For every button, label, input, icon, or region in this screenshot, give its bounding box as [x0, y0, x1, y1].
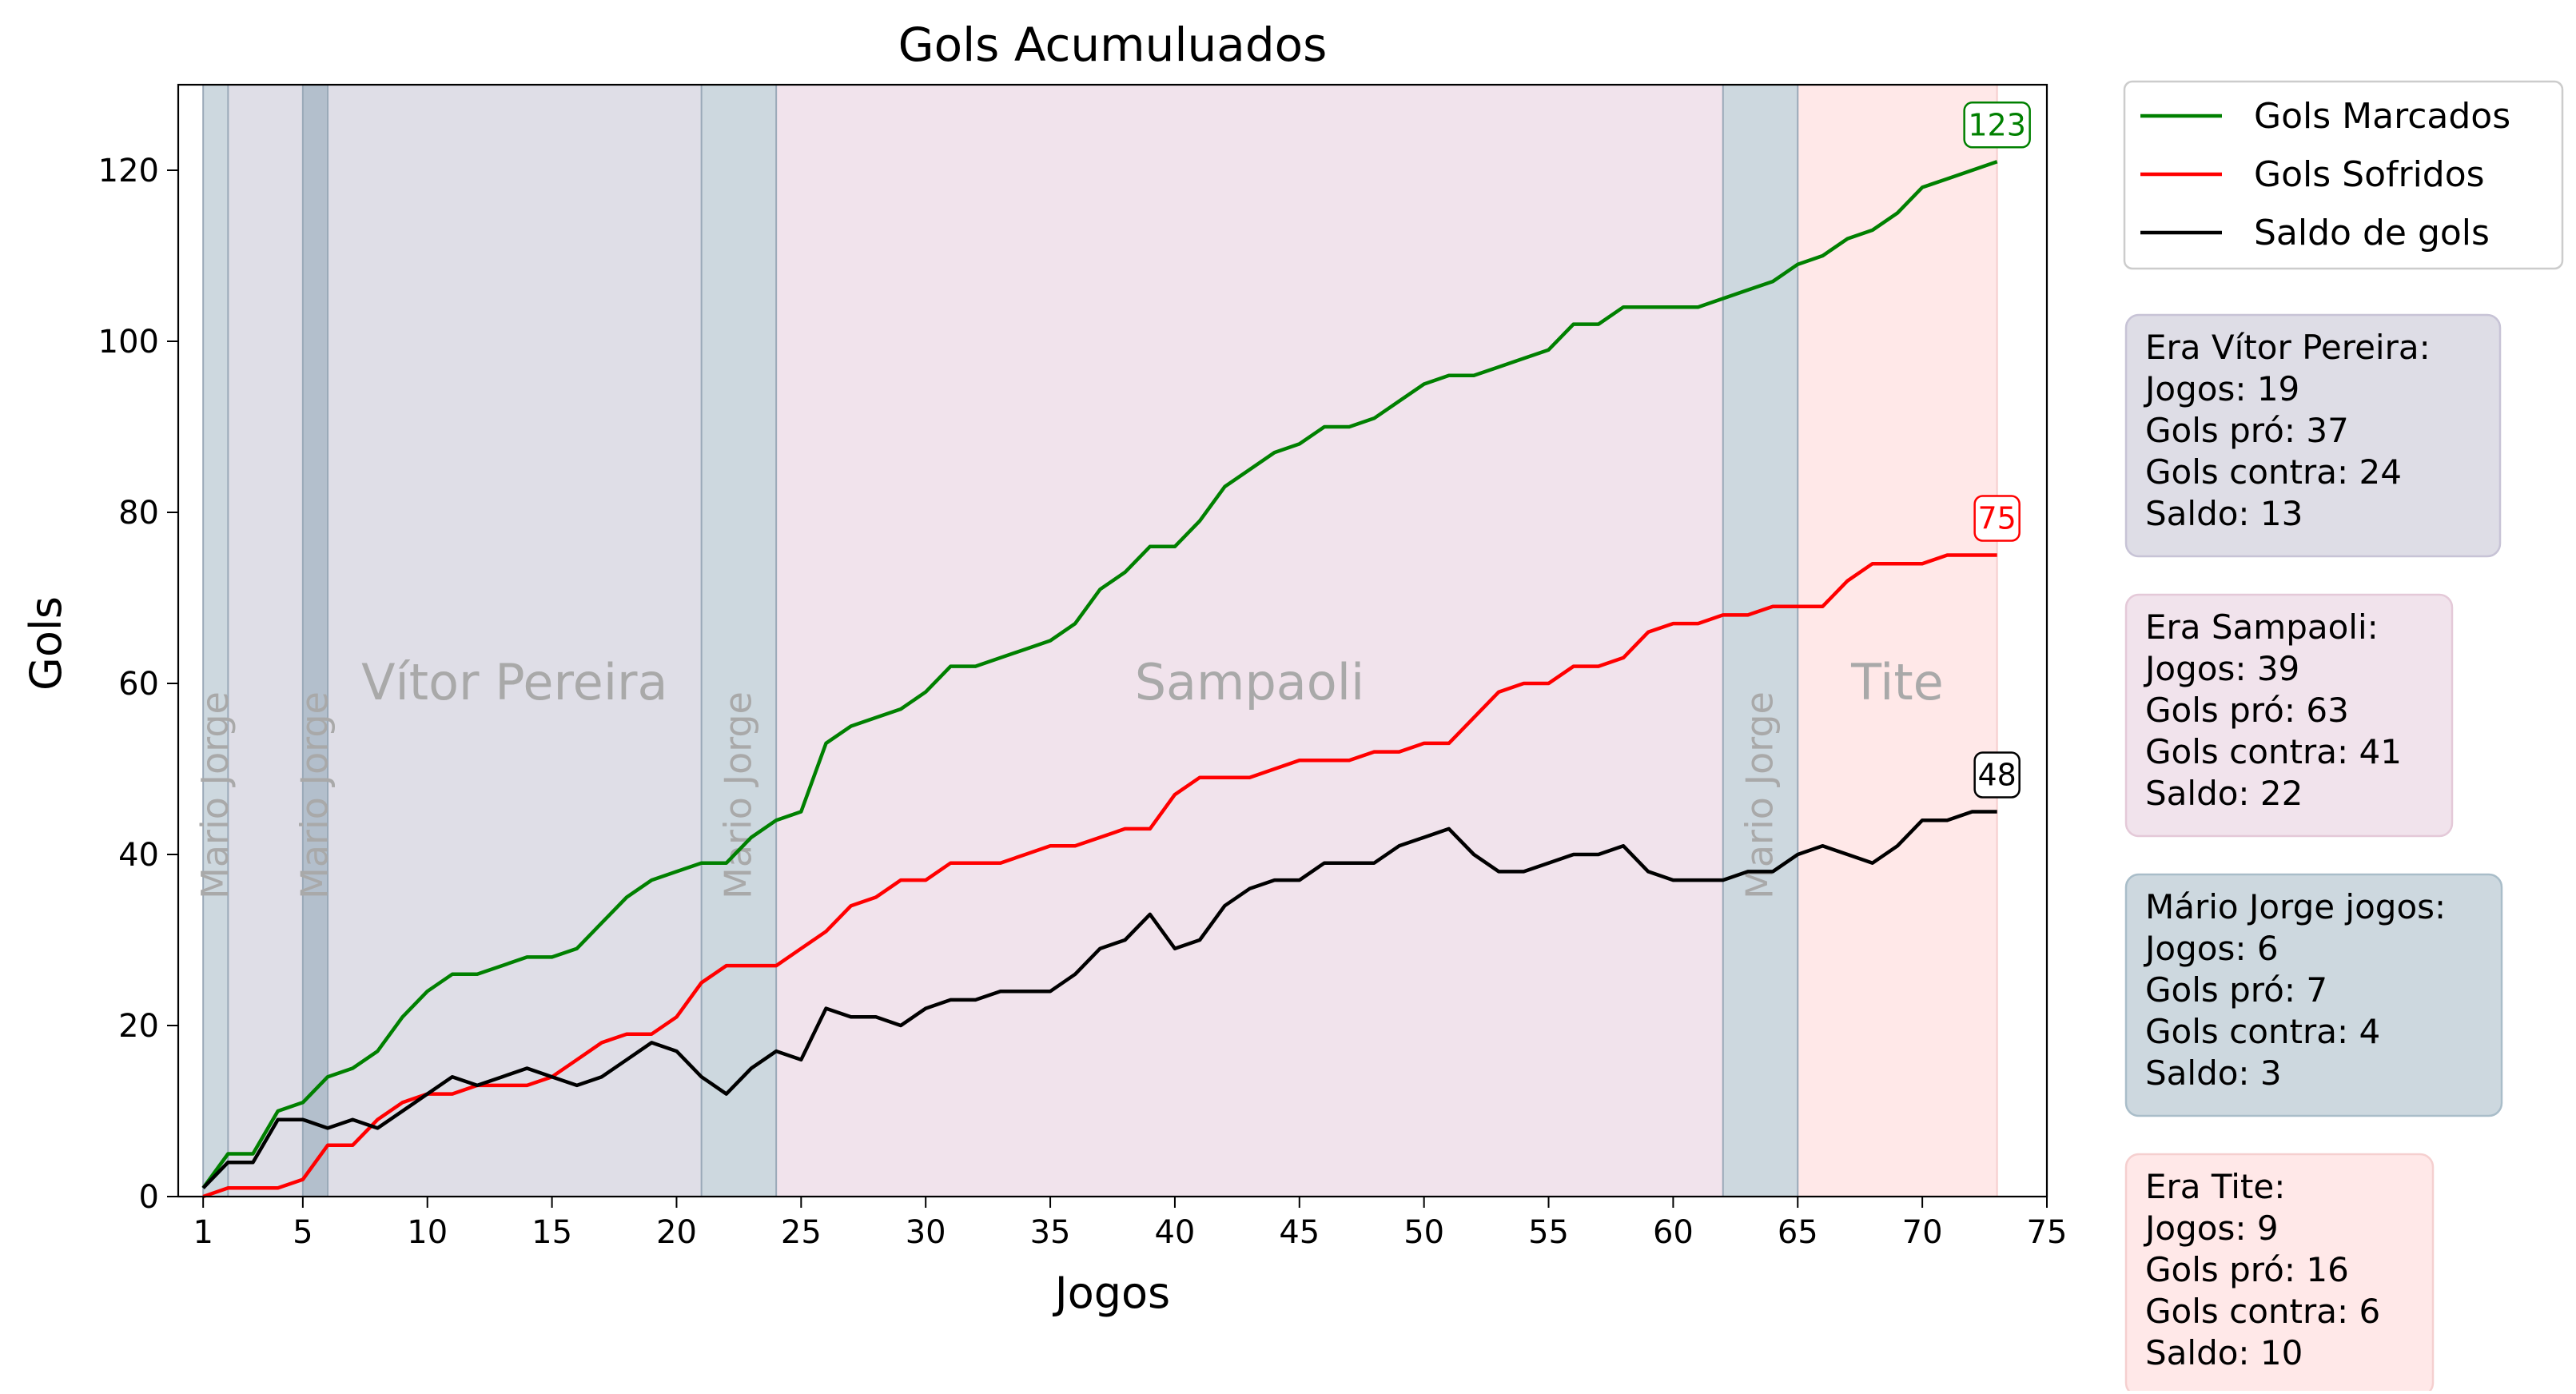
end-label-0: 123 [1968, 107, 2026, 142]
stat-box-0 [2124, 313, 2502, 558]
end-label-box-2 [1973, 751, 2021, 799]
stat-box-1-line-4: Saldo: 22 [2145, 774, 2303, 813]
stat-box-1-line-3: Gols contra: 41 [2145, 732, 2402, 771]
y-tick-label-3: 60 [118, 666, 159, 703]
end-labels: 123 75 48 [1963, 102, 2031, 799]
x-tick-label-12: 60 [1653, 1214, 1694, 1251]
era-label-2: Mario Jorge [293, 691, 336, 899]
y-tick-label-0: 0 [139, 1179, 159, 1216]
y-tick-label-2: 40 [118, 837, 159, 874]
stat-box-3 [2124, 1153, 2435, 1394]
x-tick-label-4: 20 [656, 1214, 697, 1251]
stat-box-0-line-3: Gols contra: 24 [2145, 452, 2402, 492]
era-label-7: Tite [1850, 653, 1944, 711]
era-band-3 [328, 85, 702, 1197]
x-tick-label-10: 50 [1403, 1214, 1444, 1251]
x-tick-label-0: 1 [193, 1214, 213, 1251]
y-tick-label-5: 100 [98, 324, 159, 360]
y-axis: 0 20 40 60 80 100 120 [98, 153, 178, 1216]
legend-label-0: Gols Marcados [2254, 96, 2510, 137]
stat-box-2 [2124, 873, 2503, 1117]
stat-box-2-line-2: Gols pró: 7 [2145, 970, 2327, 1010]
x-tick-label-6: 30 [906, 1214, 946, 1251]
era-band-1 [228, 85, 303, 1197]
series-line-1 [202, 553, 1997, 1199]
era-band-7 [1798, 85, 1997, 1197]
series-line-0 [201, 160, 1998, 1189]
stat-box-3-line-0: Era Tite: [2145, 1167, 2285, 1206]
end-label-box-0 [1963, 102, 2031, 149]
stat-box-2-line-4: Saldo: 3 [2145, 1053, 2282, 1093]
y-tick-label-6: 120 [98, 153, 159, 189]
x-tick-label-1: 5 [293, 1214, 313, 1251]
x-tick-label-8: 40 [1154, 1214, 1195, 1251]
stat-box-1-line-2: Gols pró: 63 [2145, 691, 2349, 730]
legend-label-1: Gols Sofridos [2254, 154, 2485, 195]
era-label-6: Mario Jorge [1738, 691, 1782, 899]
x-tick-label-13: 65 [1778, 1214, 1818, 1251]
era-bands [202, 85, 1998, 1197]
era-band-4 [701, 85, 777, 1197]
era-band-0 [203, 85, 229, 1197]
series-line-2 [201, 810, 1997, 1189]
era-band-5 [776, 85, 1723, 1197]
stat-box-1-line-1: Jogos: 39 [2143, 649, 2299, 688]
x-tick-label-11: 55 [1528, 1214, 1569, 1251]
x-tick-label-15: 75 [2027, 1214, 2068, 1251]
legend: Gols Marcados Gols Sofridos Saldo de gols [2123, 80, 2564, 270]
x-axis-label: Jogos [1053, 1268, 1170, 1318]
stat-box-0-line-2: Gols pró: 37 [2145, 411, 2349, 450]
era-labels: Mario Jorge Mario Jorge Vítor Pereira Mario… [193, 653, 1944, 899]
y-tick-label-1: 20 [118, 1008, 159, 1045]
stat-box-1-line-0: Era Sampaoli: [2145, 607, 2379, 647]
stat-box-2-line-1: Jogos: 6 [2143, 929, 2279, 968]
stat-box-1 [2124, 593, 2454, 838]
end-label-box-1 [1973, 495, 2021, 542]
x-tick-label-9: 45 [1279, 1214, 1320, 1251]
stat-box-3-line-2: Gols pró: 16 [2145, 1250, 2349, 1289]
era-label-0: Mario Jorge [193, 691, 237, 899]
x-tick-label-5: 25 [781, 1214, 822, 1251]
legend-label-2: Saldo de gols [2254, 213, 2490, 253]
era-label-5: Sampaoli [1135, 653, 1364, 711]
x-axis: 1 5 10 15 20 25 30 35 40 45 50 55 60 65 70 75 [193, 1197, 2067, 1251]
era-label-4: Mario Jorge [716, 691, 759, 899]
stat-box-2-line-3: Gols contra: 4 [2145, 1012, 2380, 1051]
chart-title: Gols Acumuluados [898, 18, 1328, 72]
stat-box-3-line-3: Gols contra: 6 [2145, 1292, 2380, 1331]
stat-box-0-line-0: Era Vítor Pereira: [2145, 328, 2431, 367]
stat-box-2-line-0: Mário Jorge jogos: [2145, 887, 2446, 926]
era-band-2 [302, 85, 328, 1197]
legend-frame [2123, 80, 2564, 270]
series-lines [201, 160, 1998, 1199]
x-tick-label-14: 70 [1902, 1214, 1943, 1251]
y-axis-label: Gols [21, 596, 71, 691]
y-tick-label-4: 80 [118, 495, 159, 532]
stat-box-0-line-4: Saldo: 13 [2145, 494, 2303, 533]
end-label-1: 75 [1977, 501, 2016, 536]
stat-box-3-line-1: Jogos: 9 [2143, 1209, 2279, 1248]
end-label-2: 48 [1977, 758, 2016, 793]
x-tick-label-7: 35 [1030, 1214, 1071, 1251]
stat-box-0-line-1: Jogos: 19 [2143, 369, 2299, 408]
x-tick-label-3: 15 [532, 1214, 572, 1251]
stat-box-3-line-4: Saldo: 10 [2145, 1333, 2303, 1372]
x-tick-label-2: 10 [407, 1214, 448, 1251]
era-label-3: Vítor Pereira [361, 653, 667, 711]
plot-frame [177, 83, 2048, 1198]
era-band-6 [1722, 85, 1798, 1197]
